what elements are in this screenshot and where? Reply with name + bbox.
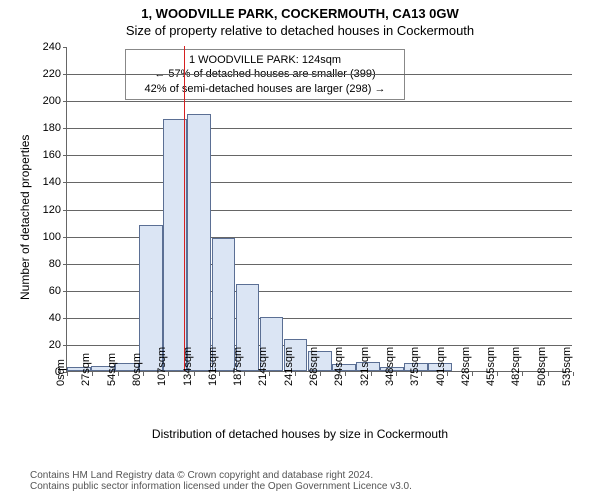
y-axis-label: Number of detached properties bbox=[18, 134, 32, 299]
y-tick-label: 120 bbox=[27, 204, 61, 216]
gridline bbox=[67, 101, 572, 102]
gridline bbox=[67, 155, 572, 156]
title-line-1: 1, WOODVILLE PARK, COCKERMOUTH, CA13 0GW bbox=[0, 6, 600, 21]
y-tick-label: 240 bbox=[27, 41, 61, 53]
y-tick-label: 40 bbox=[27, 312, 61, 324]
histogram-plot: 020406080100120140160180200220240 bbox=[66, 47, 572, 372]
footer-line-1: Contains HM Land Registry data © Crown c… bbox=[30, 470, 412, 481]
y-tick-label: 140 bbox=[27, 176, 61, 188]
y-tick-label: 100 bbox=[27, 231, 61, 243]
title-line-2: Size of property relative to detached ho… bbox=[0, 23, 600, 38]
y-tick-label: 80 bbox=[27, 258, 61, 270]
gridline bbox=[67, 182, 572, 183]
y-tick-label: 180 bbox=[27, 122, 61, 134]
y-tick-label: 20 bbox=[27, 339, 61, 351]
x-axis-label: Distribution of detached houses by size … bbox=[0, 427, 600, 441]
y-tick-label: 200 bbox=[27, 95, 61, 107]
gridline bbox=[67, 74, 572, 75]
attribution-footer: Contains HM Land Registry data © Crown c… bbox=[30, 470, 412, 492]
y-tick-label: 220 bbox=[27, 68, 61, 80]
y-tick-label: 160 bbox=[27, 149, 61, 161]
property-marker-line bbox=[184, 46, 185, 371]
y-tick-label: 60 bbox=[27, 285, 61, 297]
histogram-bar bbox=[187, 114, 211, 371]
gridline bbox=[67, 128, 572, 129]
footer-line-2: Contains public sector information licen… bbox=[30, 481, 412, 492]
gridline bbox=[67, 210, 572, 211]
